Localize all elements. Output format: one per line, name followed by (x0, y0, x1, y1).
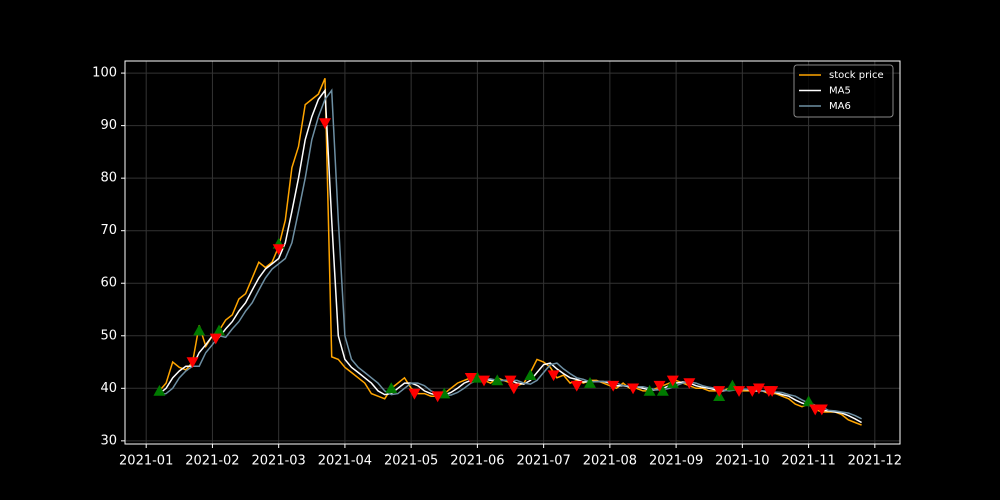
signal-marker (746, 386, 759, 397)
signal-marker (524, 369, 537, 380)
signal-marker (584, 377, 596, 388)
signal-marker (666, 375, 679, 387)
legend: stock price MA5 MA6 (793, 64, 894, 118)
signal-marker (713, 386, 726, 397)
y-tick-label: 30 (100, 433, 117, 448)
signal-marker (464, 373, 477, 384)
x-tick-label: 2021-05 (384, 454, 438, 469)
x-tick-label: 2021-10 (715, 454, 769, 469)
signal-marker (752, 383, 765, 395)
signal-marker (186, 357, 199, 369)
x-tick-label: 2021-11 (781, 454, 835, 469)
y-tick-label: 60 (100, 276, 117, 291)
signal-marker (643, 384, 656, 396)
signal-marker (683, 378, 696, 390)
axes-frame (124, 60, 901, 445)
legend-label: stock price (829, 70, 884, 81)
x-tick-label: 2021-12 (848, 454, 902, 469)
x-tick-label: 2021-09 (649, 454, 703, 469)
y-tick-label: 50 (100, 328, 117, 343)
signal-marker (653, 380, 666, 392)
legend-box (793, 64, 894, 118)
plot-area (153, 78, 862, 426)
signal-marker (815, 404, 828, 416)
signal-marker (507, 383, 520, 395)
signal-marker (431, 391, 444, 403)
signal-marker (627, 383, 640, 395)
x-tick-label: 2021-07 (516, 454, 570, 469)
x-tick-label: 2021-02 (185, 454, 239, 469)
y-tick-label: 80 (100, 171, 117, 186)
signal-marker (209, 333, 222, 345)
legend-label: MA6 (829, 101, 851, 112)
signal-marker (504, 375, 517, 387)
legend-label: MA5 (829, 86, 851, 97)
signal-marker (319, 118, 332, 129)
x-tick-label: 2021-03 (252, 454, 306, 469)
signal-marker (491, 374, 504, 386)
signal-marker (385, 382, 398, 394)
signal-marker (607, 380, 620, 392)
x-tick-label: 2021-08 (583, 454, 637, 469)
signal-marker (213, 324, 226, 336)
signal-marker (766, 386, 779, 397)
signal-marker (272, 244, 285, 256)
signal-marker (153, 384, 166, 396)
signal-marker (408, 388, 421, 400)
signal-marker (570, 380, 583, 392)
x-tick-label: 2021-04 (318, 454, 372, 469)
signal-marker (733, 386, 746, 397)
signal-marker (193, 324, 206, 336)
signal-marker (547, 370, 560, 382)
signal-marker (656, 384, 669, 396)
signal-marker (802, 395, 815, 407)
x-tick-label: 2021-01 (119, 454, 173, 469)
y-tick-label: 40 (100, 381, 117, 396)
y-tick-label: 90 (100, 118, 117, 133)
y-tick-label: 100 (92, 66, 117, 81)
x-tick-label: 2021-06 (450, 454, 504, 469)
signal-marker (478, 375, 491, 387)
y-tick-label: 70 (100, 223, 117, 238)
